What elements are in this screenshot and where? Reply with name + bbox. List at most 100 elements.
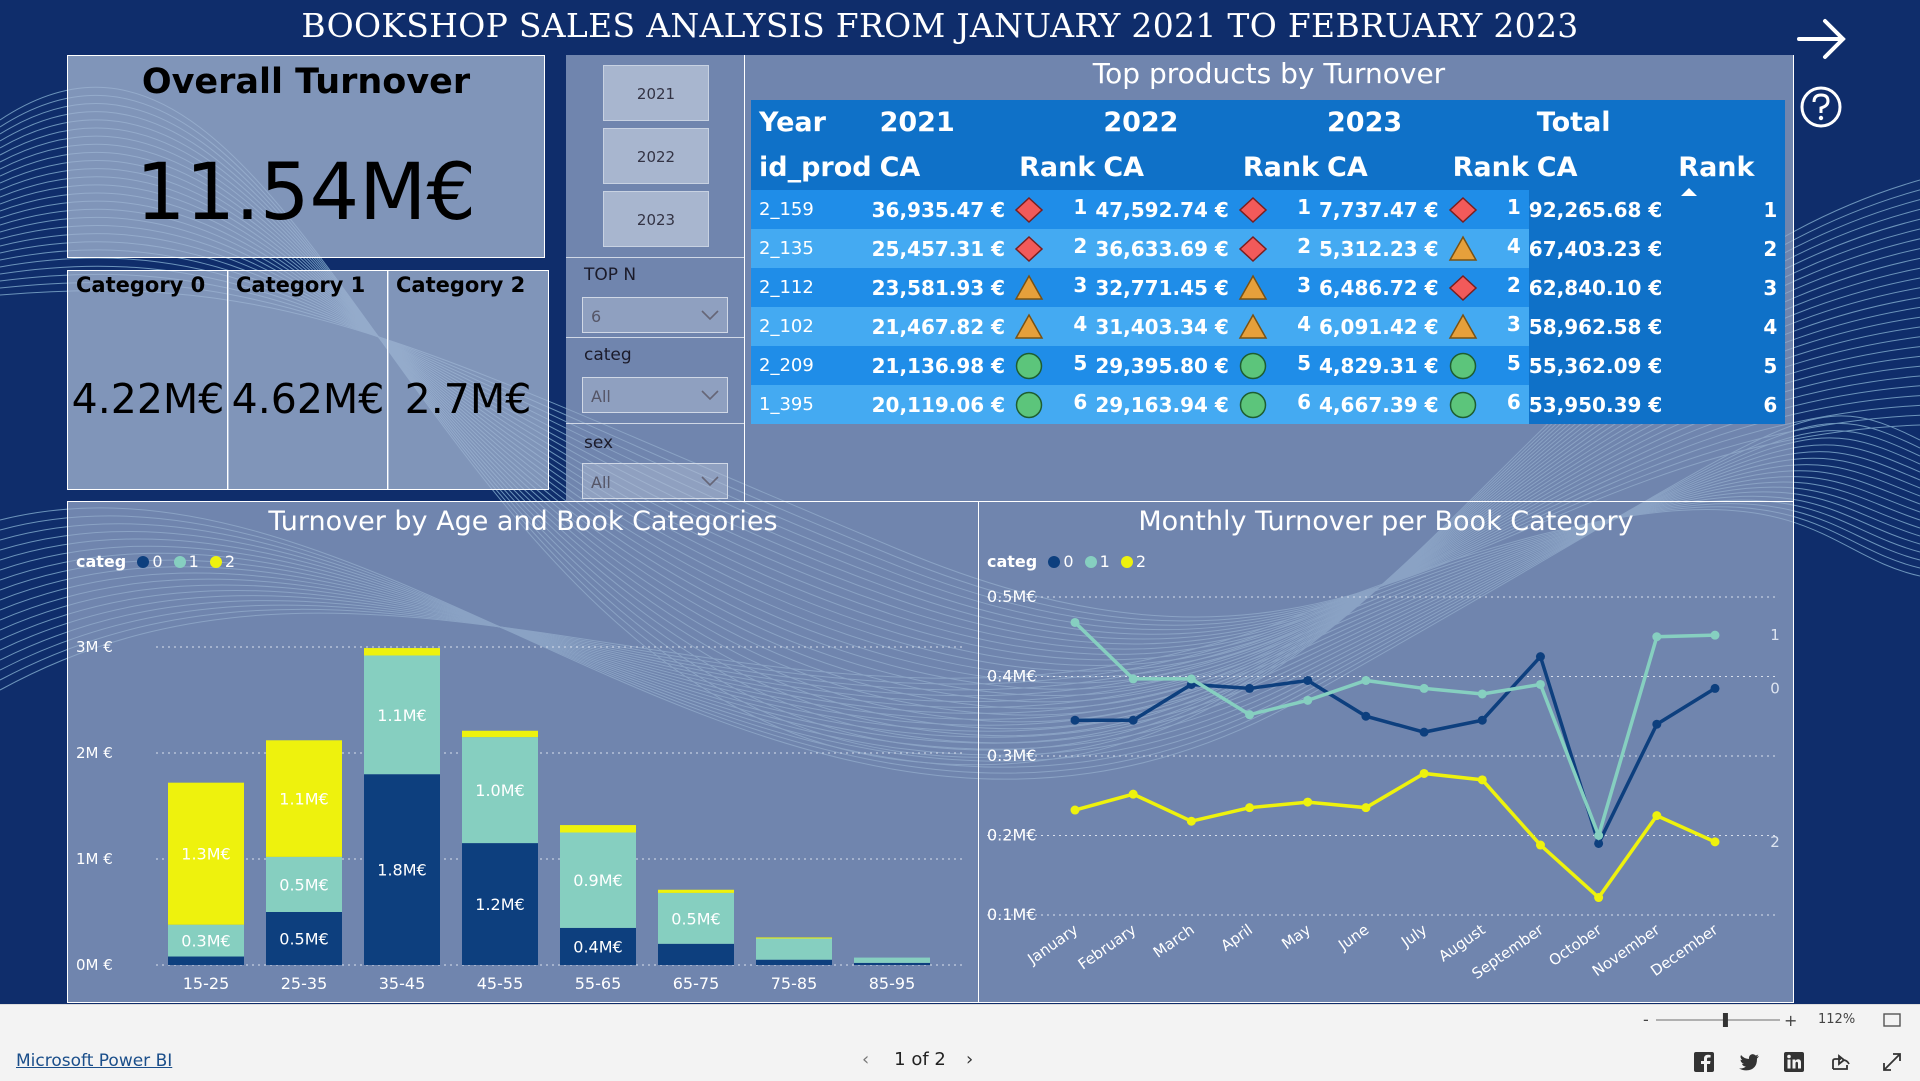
data-point-2[interactable] bbox=[1128, 789, 1138, 799]
header-ca[interactable]: CA bbox=[1528, 145, 1671, 190]
bar-segment-1[interactable] bbox=[854, 957, 930, 963]
data-point-1[interactable] bbox=[1128, 674, 1138, 684]
legend-entry-0[interactable]: 0 bbox=[1063, 552, 1074, 571]
header-ca[interactable]: CA bbox=[1095, 145, 1237, 190]
fullscreen-icon[interactable] bbox=[1881, 1051, 1903, 1073]
data-point-2[interactable] bbox=[1652, 811, 1662, 821]
bar-segment-1[interactable] bbox=[168, 924, 244, 957]
header-id-prod[interactable]: id_prod bbox=[751, 145, 872, 190]
legend-entry-2[interactable]: 2 bbox=[1135, 552, 1147, 571]
legend-entry-1[interactable]: 1 bbox=[188, 552, 199, 571]
bar-segment-1[interactable] bbox=[462, 737, 538, 844]
bar-segment-2[interactable] bbox=[168, 782, 244, 925]
header-rank[interactable]: Rank bbox=[1013, 145, 1096, 190]
table-row[interactable]: 2_159 36,935.47 € 1 47,592.74 € 1 7,737.47 € 1… bbox=[751, 190, 1786, 229]
help-icon[interactable] bbox=[1799, 85, 1843, 129]
header-ca[interactable]: CA bbox=[871, 145, 1014, 190]
series-line-1[interactable] bbox=[1073, 621, 1716, 841]
data-point-1[interactable] bbox=[1186, 674, 1196, 684]
data-point-0[interactable] bbox=[1594, 838, 1604, 848]
data-point-0[interactable] bbox=[1710, 683, 1720, 693]
legend-entry-2[interactable]: 2 bbox=[224, 552, 236, 571]
data-point-0[interactable] bbox=[1128, 715, 1138, 725]
facebook-icon[interactable] bbox=[1693, 1051, 1715, 1073]
bar-segment-0[interactable] bbox=[756, 959, 832, 965]
bar-segment-2[interactable] bbox=[560, 825, 636, 833]
table-row[interactable]: 1_395 20,119.06 € 6 29,163.94 € 6 4,667.39 € 6… bbox=[751, 385, 1786, 424]
zoom-in-button[interactable]: + bbox=[1784, 1011, 1797, 1030]
linkedin-icon[interactable] bbox=[1783, 1051, 1805, 1073]
data-point-0[interactable] bbox=[1535, 652, 1545, 662]
categ-dropdown[interactable]: All bbox=[582, 377, 728, 413]
next-page-button[interactable]: › bbox=[966, 1049, 974, 1070]
bar-segment-2[interactable] bbox=[364, 648, 440, 656]
zoom-out-button[interactable]: - bbox=[1643, 1010, 1649, 1029]
bar-segment-0[interactable] bbox=[462, 843, 538, 965]
data-point-2[interactable] bbox=[1419, 768, 1429, 778]
data-point-1[interactable] bbox=[1710, 630, 1720, 640]
legend-entry-0[interactable]: 0 bbox=[152, 552, 163, 571]
header-rank-sorted[interactable]: Rank bbox=[1670, 145, 1786, 196]
bar-segment-1[interactable] bbox=[560, 832, 636, 928]
bar-segment-2[interactable] bbox=[658, 889, 734, 893]
header-2023[interactable]: 2023 bbox=[1319, 100, 1529, 145]
data-point-1[interactable] bbox=[1245, 710, 1255, 720]
bar-segment-2[interactable] bbox=[462, 730, 538, 738]
bar-segment-0[interactable] bbox=[266, 912, 342, 965]
sex-dropdown[interactable]: All bbox=[582, 463, 728, 499]
header-2022[interactable]: 2022 bbox=[1095, 100, 1320, 145]
bar-segment-1[interactable] bbox=[658, 892, 734, 944]
data-point-2[interactable] bbox=[1477, 775, 1487, 785]
data-point-0[interactable] bbox=[1303, 675, 1313, 685]
header-total[interactable]: Total bbox=[1528, 100, 1786, 145]
header-rank[interactable]: Rank bbox=[1236, 145, 1320, 190]
data-point-1[interactable] bbox=[1535, 679, 1545, 689]
data-point-0[interactable] bbox=[1419, 727, 1429, 737]
data-point-2[interactable] bbox=[1710, 837, 1720, 847]
bar-segment-2[interactable] bbox=[756, 937, 832, 939]
zoom-slider-thumb[interactable] bbox=[1722, 1013, 1728, 1027]
header-ca[interactable]: CA bbox=[1319, 145, 1447, 190]
legend-entry-1[interactable]: 1 bbox=[1099, 552, 1110, 571]
table-row[interactable]: 2_102 21,467.82 € 4 31,403.34 € 4 6,091.42 € 3… bbox=[751, 307, 1786, 346]
table-row[interactable]: 2_135 25,457.31 € 2 36,633.69 € 2 5,312.23 € 4… bbox=[751, 229, 1786, 268]
topn-dropdown[interactable]: 6 bbox=[582, 297, 728, 333]
data-point-0[interactable] bbox=[1652, 719, 1662, 729]
year-slicer-2021[interactable]: 2021 bbox=[603, 65, 709, 121]
data-point-2[interactable] bbox=[1594, 893, 1604, 903]
bar-segment-2[interactable] bbox=[266, 740, 342, 857]
data-point-0[interactable] bbox=[1361, 711, 1371, 721]
data-point-0[interactable] bbox=[1245, 683, 1255, 693]
year-slicer-2022[interactable]: 2022 bbox=[603, 128, 709, 184]
bar-segment-0[interactable] bbox=[560, 927, 636, 965]
data-point-2[interactable] bbox=[1245, 803, 1255, 813]
previous-page-button[interactable]: ‹ bbox=[862, 1049, 870, 1070]
bar-segment-1[interactable] bbox=[266, 856, 342, 912]
twitter-icon[interactable] bbox=[1738, 1051, 1760, 1073]
series-line-2[interactable] bbox=[1074, 771, 1716, 901]
data-point-1[interactable] bbox=[1419, 683, 1429, 693]
data-point-2[interactable] bbox=[1303, 797, 1313, 807]
data-point-0[interactable] bbox=[1477, 715, 1487, 725]
data-point-0[interactable] bbox=[1070, 715, 1080, 725]
header-rank[interactable]: Rank bbox=[1446, 145, 1529, 190]
series-line-0[interactable] bbox=[1075, 653, 1716, 849]
next-page-arrow-icon[interactable] bbox=[1795, 14, 1851, 64]
fit-to-page-icon[interactable] bbox=[1883, 1013, 1901, 1027]
bar-segment-0[interactable] bbox=[658, 943, 734, 965]
data-point-2[interactable] bbox=[1361, 803, 1371, 813]
data-point-2[interactable] bbox=[1186, 816, 1196, 826]
table-row[interactable]: 2_209 21,136.98 € 5 29,395.80 € 5 4,829.31 € 5… bbox=[751, 346, 1786, 385]
year-slicer-2023[interactable]: 2023 bbox=[603, 191, 709, 247]
bar-segment-0[interactable] bbox=[168, 956, 244, 965]
table-row[interactable]: 2_112 23,581.93 € 3 32,771.45 € 3 6,486.72 € 2… bbox=[751, 268, 1786, 307]
powerbi-brand-link[interactable]: Microsoft Power BI bbox=[16, 1051, 173, 1071]
data-point-1[interactable] bbox=[1652, 632, 1662, 642]
share-icon[interactable] bbox=[1830, 1051, 1852, 1073]
bar-segment-0[interactable] bbox=[854, 962, 930, 965]
bar-segment-1[interactable] bbox=[756, 938, 832, 960]
data-point-1[interactable] bbox=[1594, 831, 1604, 840]
bar-segment-0[interactable] bbox=[364, 774, 440, 965]
header-2021[interactable]: 2021 bbox=[871, 100, 1096, 145]
data-point-1[interactable] bbox=[1477, 689, 1487, 699]
